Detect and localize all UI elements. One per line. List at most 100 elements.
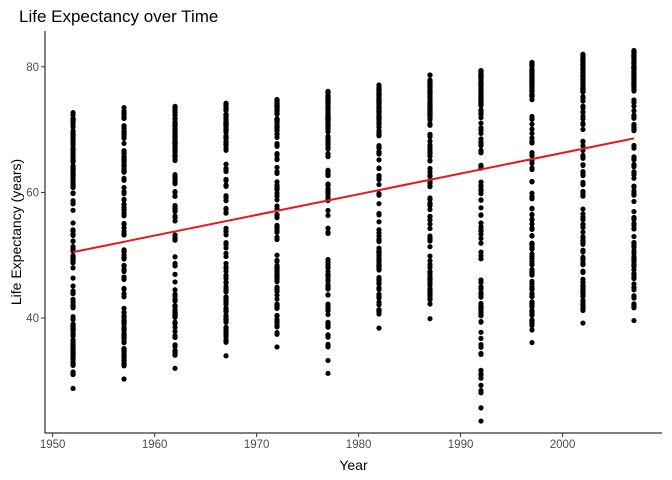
x-tick-label: 1990 [448, 439, 474, 451]
data-point [70, 362, 76, 369]
data-point [172, 287, 178, 293]
data-point [70, 322, 76, 328]
data-point [529, 304, 535, 310]
data-point [427, 72, 433, 78]
data-point [70, 158, 76, 164]
data-point [172, 193, 178, 199]
data-point [325, 292, 331, 298]
data-point [70, 283, 76, 289]
data-point [529, 233, 535, 239]
data-point [427, 173, 433, 179]
data-point [274, 292, 280, 298]
data-point [529, 85, 535, 91]
data-point [172, 237, 178, 243]
data-point [478, 227, 484, 233]
data-point [478, 256, 484, 262]
data-point [631, 281, 637, 287]
y-tick-label: 80 [26, 62, 39, 74]
data-point [478, 163, 484, 169]
data-point [631, 242, 637, 248]
data-point [121, 169, 127, 175]
data-point [580, 120, 586, 126]
data-point [631, 162, 637, 168]
data-point [325, 107, 331, 113]
data-point [274, 331, 280, 337]
data-point [529, 113, 535, 120]
data-point [529, 308, 535, 314]
data-point [478, 108, 484, 114]
data-point [274, 164, 280, 170]
data-point [478, 125, 484, 131]
data-point [580, 57, 586, 63]
data-point [172, 262, 178, 269]
data-point [325, 357, 331, 364]
data-point [580, 78, 586, 85]
data-point [580, 217, 586, 223]
data-point [529, 278, 535, 285]
data-point [478, 318, 484, 325]
data-point [121, 309, 127, 315]
data-point [325, 140, 331, 146]
data-point [70, 190, 76, 196]
data-point [121, 189, 127, 195]
data-point [274, 104, 280, 110]
y-axis-ticks: 40 60 80 [26, 62, 45, 325]
data-point [274, 270, 280, 276]
data-point [580, 113, 586, 119]
data-point [325, 116, 331, 123]
data-point [580, 301, 586, 307]
data-point [631, 175, 637, 181]
data-point [274, 179, 280, 185]
data-point [427, 316, 433, 322]
data-point [631, 170, 637, 176]
data-point [70, 227, 76, 233]
data-point [70, 172, 76, 178]
data-point [427, 121, 433, 127]
data-point [70, 256, 76, 262]
data-point [580, 206, 586, 212]
data-point [172, 115, 178, 121]
data-point [121, 140, 127, 147]
point-column-2002 [580, 51, 586, 326]
data-point [223, 286, 229, 292]
data-point [376, 173, 382, 179]
data-point [631, 208, 637, 215]
point-column-1952 [70, 110, 76, 392]
data-point [274, 302, 280, 308]
data-point [529, 212, 535, 218]
data-point [223, 240, 229, 246]
data-point [478, 344, 484, 350]
data-point [223, 205, 229, 211]
data-point [478, 179, 484, 185]
data-point [172, 343, 178, 350]
data-point [70, 132, 76, 138]
data-point [172, 321, 178, 327]
data-point [70, 296, 76, 302]
data-point [223, 183, 229, 189]
data-point [631, 76, 637, 83]
data-point [529, 293, 535, 300]
data-point [70, 220, 76, 226]
data-point [274, 197, 280, 203]
data-point [325, 207, 331, 214]
data-point [70, 184, 76, 190]
data-point [223, 111, 229, 117]
data-point [274, 252, 280, 258]
data-point [529, 178, 535, 185]
data-point [478, 88, 484, 94]
data-point [70, 369, 76, 375]
point-column-1987 [427, 72, 433, 322]
data-point [172, 153, 178, 159]
data-point [631, 248, 637, 254]
data-point [529, 130, 535, 136]
data-point [478, 83, 484, 89]
data-point [223, 176, 229, 182]
data-point [580, 69, 586, 76]
data-point [274, 223, 280, 229]
data-point [274, 170, 280, 176]
data-point [478, 372, 484, 378]
data-point [121, 184, 127, 191]
data-point [427, 183, 433, 189]
data-point [223, 135, 229, 141]
data-point [223, 306, 229, 312]
